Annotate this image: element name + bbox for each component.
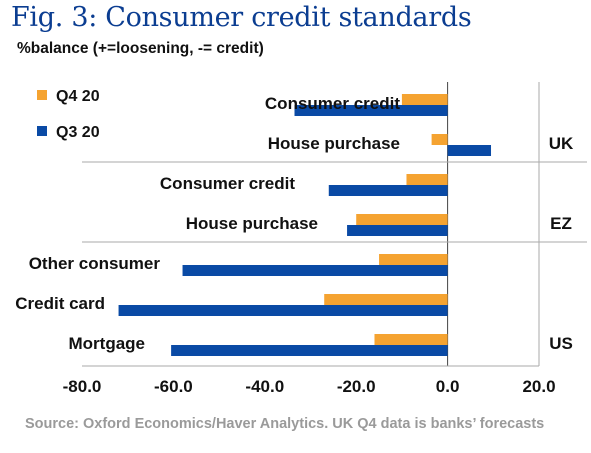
bar-q3-20-5: [182, 265, 448, 276]
legend-label-1: Q4 20: [56, 88, 100, 105]
bar-q3-20-6: [118, 305, 448, 316]
legend-swatch-2: [37, 126, 47, 136]
x-tick-label-4: -20.0: [337, 377, 376, 396]
group-label-uk: UK: [549, 134, 574, 153]
x-tick-label-5: 0.0: [436, 377, 460, 396]
group-label-ez: EZ: [550, 214, 572, 233]
category-label-5: Other consumer: [29, 254, 161, 273]
bar-q4-20-4: [356, 214, 448, 225]
category-label-3: Consumer credit: [160, 174, 295, 193]
x-tick-label-2: -60.0: [154, 377, 193, 396]
bar-q4-20-2: [431, 134, 448, 145]
source-note: Source: Oxford Economics/Haver Analytics…: [25, 416, 545, 432]
bar-q4-20-5: [379, 254, 448, 265]
chart-subtitle: %balance (+=loosening, -= credit): [17, 40, 264, 57]
category-label-4: House purchase: [186, 214, 318, 233]
category-label-2: House purchase: [268, 134, 400, 153]
bar-q3-20-3: [328, 185, 448, 196]
legend-label-2: Q3 20: [56, 124, 100, 141]
bar-q3-20-1: [294, 105, 448, 116]
category-label-1: Consumer credit: [265, 94, 400, 113]
bar-q4-20-1: [401, 94, 448, 105]
category-label-7: Mortgage: [69, 334, 146, 353]
bar-q3-20-7: [171, 345, 448, 356]
chart-title: Fig. 3: Consumer credit standards: [11, 2, 472, 33]
bar-q4-20-7: [374, 334, 448, 345]
legend-swatch-1: [37, 90, 47, 100]
x-tick-label-1: -80.0: [63, 377, 102, 396]
bar-q3-20-2: [447, 145, 492, 156]
category-label-6: Credit card: [15, 294, 105, 313]
x-tick-label-6: 20.0: [522, 377, 555, 396]
x-tick-label-3: -40.0: [245, 377, 284, 396]
bar-q4-20-3: [406, 174, 448, 185]
group-label-us: US: [549, 334, 573, 353]
bar-q3-20-4: [347, 225, 448, 236]
bar-q4-20-6: [324, 294, 448, 305]
